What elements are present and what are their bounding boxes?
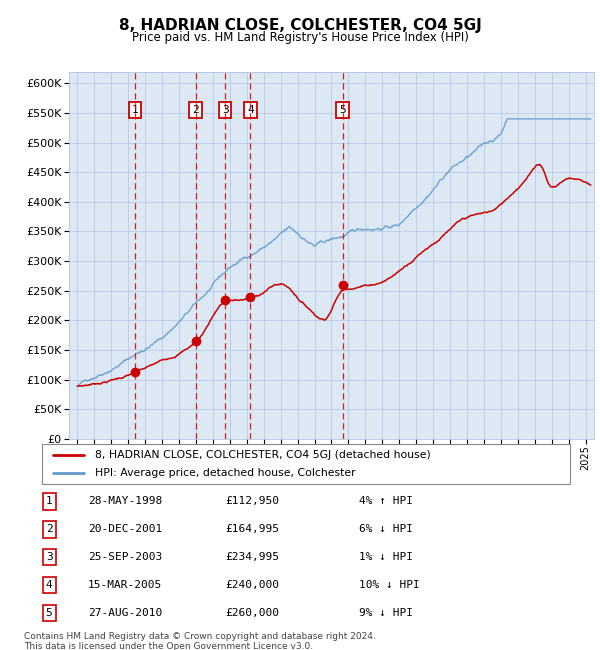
Text: 5: 5 [339,105,346,115]
Text: HPI: Average price, detached house, Colchester: HPI: Average price, detached house, Colc… [95,468,355,478]
Text: £112,950: £112,950 [225,497,279,506]
Text: 5: 5 [46,608,52,618]
Text: Contains HM Land Registry data © Crown copyright and database right 2024.
This d: Contains HM Land Registry data © Crown c… [24,632,376,650]
Text: 20-DEC-2001: 20-DEC-2001 [88,525,163,534]
Text: 4% ↑ HPI: 4% ↑ HPI [359,497,413,506]
Text: 1% ↓ HPI: 1% ↓ HPI [359,552,413,562]
Text: £260,000: £260,000 [225,608,279,618]
Text: 3: 3 [222,105,229,115]
Text: 4: 4 [247,105,254,115]
Text: 8, HADRIAN CLOSE, COLCHESTER, CO4 5GJ: 8, HADRIAN CLOSE, COLCHESTER, CO4 5GJ [119,18,481,32]
Text: £240,000: £240,000 [225,580,279,590]
Text: 1: 1 [131,105,138,115]
Text: 27-AUG-2010: 27-AUG-2010 [88,608,163,618]
Text: 4: 4 [46,580,52,590]
Text: Price paid vs. HM Land Registry's House Price Index (HPI): Price paid vs. HM Land Registry's House … [131,31,469,44]
Text: 1: 1 [46,497,52,506]
Text: 15-MAR-2005: 15-MAR-2005 [88,580,163,590]
Text: 28-MAY-1998: 28-MAY-1998 [88,497,163,506]
FancyBboxPatch shape [42,444,570,484]
Text: 6% ↓ HPI: 6% ↓ HPI [359,525,413,534]
Text: 8, HADRIAN CLOSE, COLCHESTER, CO4 5GJ (detached house): 8, HADRIAN CLOSE, COLCHESTER, CO4 5GJ (d… [95,450,431,460]
Text: £164,995: £164,995 [225,525,279,534]
Text: 10% ↓ HPI: 10% ↓ HPI [359,580,419,590]
Text: 25-SEP-2003: 25-SEP-2003 [88,552,163,562]
Text: £234,995: £234,995 [225,552,279,562]
Text: 3: 3 [46,552,52,562]
Text: 2: 2 [46,525,52,534]
Text: 2: 2 [192,105,199,115]
Text: 9% ↓ HPI: 9% ↓ HPI [359,608,413,618]
